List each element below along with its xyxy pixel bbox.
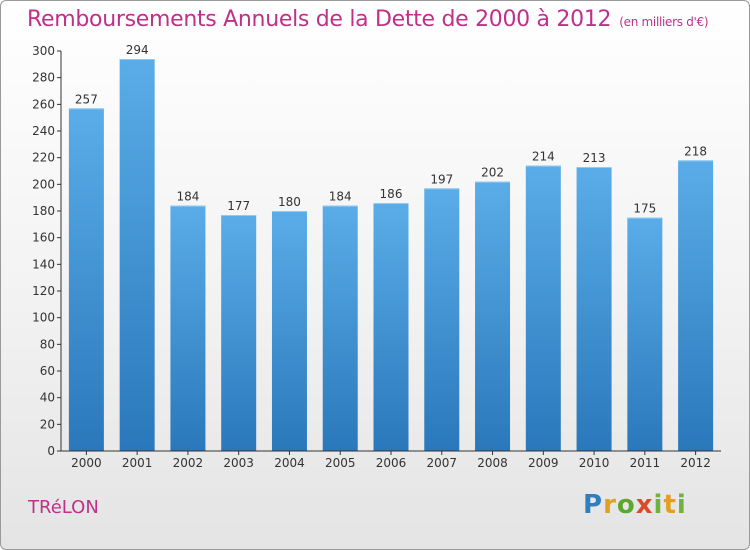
y-tick-label: 220 <box>32 151 55 165</box>
y-tick-label: 20 <box>40 417 55 431</box>
bar <box>68 108 104 451</box>
chart-title-text: Remboursements Annuels de la Dette de 20… <box>27 7 612 32</box>
bar-value-label: 184 <box>329 190 352 204</box>
y-tick-label: 140 <box>32 257 55 271</box>
y-tick-label: 0 <box>47 444 55 458</box>
x-tick-label: 2008 <box>477 456 508 470</box>
y-tick-label: 260 <box>32 97 55 111</box>
axes-group: 0 20 40 60 80 100 120 140 160 180 200 220 240 260 280 3… <box>32 44 721 470</box>
bar <box>221 215 257 451</box>
bar <box>475 181 511 451</box>
bar-value-label: 218 <box>684 144 707 158</box>
x-tick-label: 2010 <box>579 456 610 470</box>
logo-letter: P <box>583 490 604 520</box>
x-tick-label: 2005 <box>325 456 356 470</box>
x-tick-label: 2009 <box>528 456 559 470</box>
x-tick-label: 2004 <box>274 456 305 470</box>
logo-letter: x <box>635 490 654 520</box>
bar-value-label: 184 <box>176 190 199 204</box>
bar <box>373 203 409 451</box>
logo-letter: o <box>616 490 636 520</box>
y-tick-label: 160 <box>32 231 55 245</box>
x-tick-label: 2002 <box>173 456 204 470</box>
bar-value-label: 257 <box>75 92 98 106</box>
bar <box>271 211 307 451</box>
y-tick-label: 200 <box>32 177 55 191</box>
logo-letter: r <box>603 490 617 520</box>
bar-value-label: 175 <box>633 202 656 216</box>
y-tick-label: 300 <box>32 44 55 58</box>
bar <box>322 205 358 451</box>
bar-value-label: 186 <box>380 187 403 201</box>
y-tick-label: 240 <box>32 124 55 138</box>
y-tick-label: 40 <box>40 391 55 405</box>
bar <box>627 217 663 451</box>
bar-value-label: 202 <box>481 166 504 180</box>
x-tick-label: 2003 <box>223 456 254 470</box>
x-tick-label: 2007 <box>426 456 457 470</box>
proxiti-logo: Proxiti <box>583 490 687 520</box>
bar <box>119 59 155 451</box>
bar-value-label: 177 <box>227 199 250 213</box>
bar <box>678 160 714 452</box>
y-tick-label: 120 <box>32 284 55 298</box>
bar <box>424 188 460 452</box>
chart-unit: (en milliers d'€) <box>619 15 709 29</box>
y-tick-label: 80 <box>40 337 55 351</box>
bar-value-label: 294 <box>126 43 149 57</box>
y-tick-label: 60 <box>40 364 55 378</box>
x-tick-label: 2012 <box>680 456 711 470</box>
x-tick-label: 2006 <box>376 456 407 470</box>
bar <box>525 165 561 451</box>
x-tick-label: 2011 <box>630 456 661 470</box>
x-tick-label: 2000 <box>71 456 102 470</box>
y-tick-label: 100 <box>32 311 55 325</box>
bar-value-label: 213 <box>583 151 606 165</box>
commune-name: TRéLON <box>28 497 99 518</box>
logo-letter: t <box>663 490 677 520</box>
bar-value-label: 197 <box>430 172 453 186</box>
bar <box>576 167 612 451</box>
bar-value-label: 214 <box>532 150 555 164</box>
y-tick-label: 180 <box>32 204 55 218</box>
bars-group: 257 294 184 177 180 184 186 197 202 214 213 175 218 <box>68 43 714 452</box>
bar-value-label: 180 <box>278 195 301 209</box>
x-tick-label: 2001 <box>122 456 153 470</box>
logo-letter: i <box>653 490 664 520</box>
y-tick-label: 280 <box>32 71 55 85</box>
logo-letter: i <box>676 490 687 520</box>
bar <box>170 205 206 451</box>
chart-title: Remboursements Annuels de la Dette de 20… <box>27 7 709 32</box>
